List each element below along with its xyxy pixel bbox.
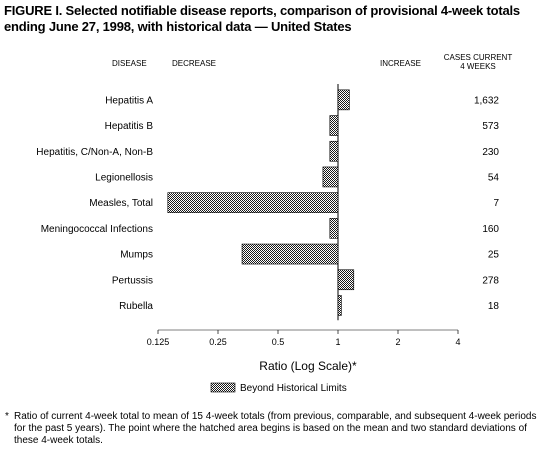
x-tick-label: 0.125 bbox=[147, 337, 170, 347]
legend-swatch bbox=[210, 382, 236, 393]
bar bbox=[322, 166, 339, 188]
cases-header-line2: 4 WEEKS bbox=[460, 62, 496, 71]
increase-header: INCREASE bbox=[380, 59, 421, 68]
category-label: Meningococcal Infections bbox=[41, 224, 153, 235]
cases-header-line1: CASES CURRENT bbox=[443, 53, 513, 62]
bar bbox=[329, 115, 339, 136]
category-label: Pertussis bbox=[112, 275, 153, 286]
cases-value: 54 bbox=[488, 172, 500, 183]
cases-value: 18 bbox=[488, 301, 500, 312]
bar bbox=[241, 243, 339, 265]
cases-value: 278 bbox=[482, 275, 499, 286]
category-label: Hepatitis B bbox=[105, 121, 154, 132]
x-axis: 0.125 0.25 0.5 1 2 4 Ratio (Log Scale)* bbox=[147, 84, 461, 373]
footnote-text: Ratio of current 4-week total to mean of… bbox=[14, 411, 537, 446]
category-label: Mumps bbox=[120, 250, 153, 261]
bar bbox=[337, 295, 342, 316]
x-tick-label: 1 bbox=[335, 337, 340, 347]
x-tick-label: 0.5 bbox=[272, 337, 285, 347]
bar bbox=[337, 269, 355, 291]
cases-value: 573 bbox=[482, 121, 499, 132]
figure-title: FIGURE I. Selected notifiable disease re… bbox=[4, 3, 520, 34]
bars-group bbox=[167, 89, 355, 316]
footnote-asterisk: * bbox=[5, 411, 9, 422]
decrease-header: DECREASE bbox=[172, 59, 217, 68]
x-tick-label: 0.25 bbox=[209, 337, 227, 347]
cases-values: 1,632 573 230 54 7 160 25 278 18 bbox=[474, 95, 499, 312]
cases-value: 1,632 bbox=[474, 95, 499, 106]
category-label: Hepatitis, C/Non-A, Non-B bbox=[36, 147, 153, 158]
x-axis-title: Ratio (Log Scale)* bbox=[259, 359, 357, 373]
bar bbox=[337, 89, 350, 111]
cases-value: 7 bbox=[493, 198, 499, 209]
legend-label: Beyond Historical Limits bbox=[240, 383, 347, 394]
bar bbox=[329, 218, 339, 239]
legend: Beyond Historical Limits bbox=[210, 382, 347, 394]
cases-column-header: CASES CURRENT 4 WEEKS bbox=[434, 53, 522, 71]
cases-value: 25 bbox=[488, 250, 500, 261]
bar bbox=[167, 192, 339, 213]
cases-value: 230 bbox=[482, 147, 499, 158]
category-labels: Hepatitis A Hepatitis B Hepatitis, C/Non-A… bbox=[36, 95, 153, 312]
bar bbox=[329, 140, 339, 162]
x-tick-label: 2 bbox=[395, 337, 400, 347]
category-label: Rubella bbox=[119, 301, 153, 312]
disease-column-header: DISEASE bbox=[112, 59, 147, 68]
category-label: Legionellosis bbox=[95, 172, 153, 183]
category-label: Measles, Total bbox=[89, 198, 153, 209]
footnote: * Ratio of current 4-week total to mean … bbox=[5, 411, 546, 447]
cases-value: 160 bbox=[482, 224, 499, 235]
x-tick-label: 4 bbox=[455, 337, 460, 347]
category-label: Hepatitis A bbox=[105, 95, 153, 106]
